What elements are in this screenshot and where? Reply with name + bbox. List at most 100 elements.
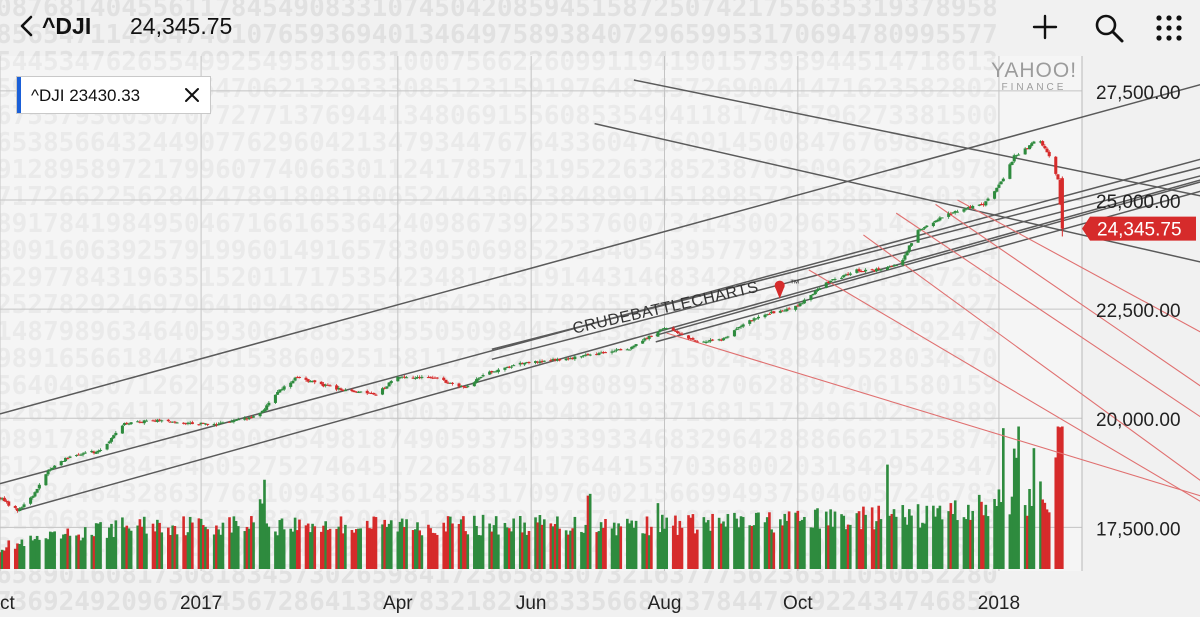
comparison-chip[interactable]: ^DJI 23430.33 <box>16 76 211 114</box>
candle-body <box>844 274 848 276</box>
volume-bar <box>702 517 706 569</box>
candle-body <box>260 410 264 413</box>
volume-bar <box>298 519 301 569</box>
volume-bar <box>1043 502 1047 569</box>
volume-bar <box>123 527 126 569</box>
candle-body <box>354 391 358 393</box>
candle-body <box>125 422 129 424</box>
candle-body <box>400 376 404 378</box>
candle-body <box>245 418 249 420</box>
candle-body <box>641 340 645 344</box>
candles <box>0 140 1064 513</box>
candle-body <box>411 377 415 379</box>
chevron-left-icon[interactable] <box>16 11 38 41</box>
plus-icon[interactable] <box>1030 12 1060 42</box>
candle-body <box>610 351 614 353</box>
volume-bar <box>999 502 1003 569</box>
candle-body <box>350 389 354 392</box>
volume-bar <box>695 529 699 569</box>
volume-bar <box>1032 448 1036 569</box>
candle-body <box>230 421 234 423</box>
volume-bar <box>757 512 760 569</box>
backdrop-digits: 8091606392579199601491657830950698522334… <box>0 236 998 266</box>
candle-body <box>831 279 835 281</box>
volume-bar <box>188 516 192 569</box>
search-icon[interactable] <box>1093 12 1125 44</box>
volume-bar <box>405 519 408 569</box>
volume-bar <box>824 511 828 569</box>
volume-bar <box>1030 505 1034 569</box>
candle-body <box>695 341 699 343</box>
volume-bar <box>383 519 387 569</box>
volume-bar <box>750 526 754 569</box>
volume-bar <box>282 529 286 569</box>
candle-body <box>136 421 140 423</box>
trendline-red <box>895 212 1200 418</box>
candle-body <box>107 441 111 444</box>
volume-bar <box>601 527 605 569</box>
volume-bar <box>588 493 592 569</box>
volume-bar <box>735 518 738 569</box>
volume-bar <box>862 506 865 569</box>
volume-bar <box>451 523 454 569</box>
candle-body <box>433 377 437 379</box>
candle-body <box>903 255 907 260</box>
candle-body <box>995 187 999 192</box>
volume-bar <box>204 526 207 569</box>
candle-body <box>212 423 216 426</box>
volume-bar <box>553 524 557 569</box>
candle-body <box>977 204 981 206</box>
candle-body <box>184 423 188 425</box>
volume-bar <box>938 505 942 569</box>
candle-body <box>798 303 802 307</box>
candle-body <box>2 497 6 502</box>
candle-body <box>702 341 706 343</box>
candle-body <box>313 380 317 383</box>
last-price-label: 24,345.75 <box>1097 220 1182 241</box>
volume-bar <box>785 520 789 569</box>
volume-bar <box>0 549 4 569</box>
volume-bar <box>151 523 155 569</box>
trendline-red <box>957 199 1200 333</box>
volume-bar <box>322 525 325 569</box>
volume-bar <box>949 503 953 569</box>
x-tick-label: Jun <box>516 593 547 614</box>
volume-bar <box>859 529 863 569</box>
candle-body <box>306 379 310 382</box>
candle-body <box>490 371 494 373</box>
volume-bar <box>105 537 109 569</box>
volume-bar <box>265 523 268 569</box>
candle-body <box>687 335 691 339</box>
candle-body <box>448 382 452 384</box>
volume-bar <box>982 515 985 569</box>
volume-bar <box>586 495 590 569</box>
grid-menu-icon[interactable] <box>1153 12 1185 44</box>
volume-bar <box>494 516 498 569</box>
volume-bar <box>803 517 806 569</box>
candle-body <box>724 337 728 339</box>
candle-body <box>916 230 920 243</box>
volume-bar <box>381 524 384 569</box>
candle-body <box>227 421 232 423</box>
candle-body <box>982 204 986 206</box>
volume-bar <box>293 517 297 569</box>
candle-body <box>553 358 557 361</box>
candle-body <box>289 382 293 387</box>
candle-body <box>892 265 896 267</box>
volume-bar <box>892 509 896 569</box>
candle-body <box>450 382 455 384</box>
volume-bar <box>612 522 616 569</box>
backdrop-digits: 6129765984554605275274645172626874117644… <box>0 452 998 482</box>
volume-bar <box>916 504 920 569</box>
volume-bar <box>350 529 354 569</box>
candle-body <box>573 356 577 360</box>
candle-body <box>474 379 479 383</box>
candle-body <box>201 422 205 424</box>
candle-body <box>48 469 52 471</box>
candle-body <box>311 380 315 382</box>
candle-body <box>160 420 164 422</box>
close-icon[interactable] <box>183 86 201 104</box>
candle-body <box>356 391 361 393</box>
volume-bar <box>252 522 255 569</box>
